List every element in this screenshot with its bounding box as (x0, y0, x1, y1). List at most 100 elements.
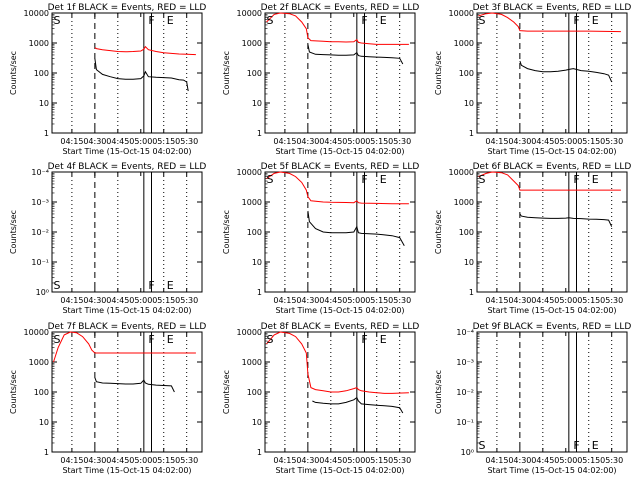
panel-7-x-tick-label: 04:45 (106, 456, 129, 465)
panel-7-marker-label-f: F (148, 333, 154, 346)
panel-5-y-tick-label: 1000 (242, 198, 262, 207)
panel-2-y-tick-label: 100 (247, 69, 262, 78)
panel-1-x-tick-label: 05:30 (175, 137, 198, 146)
panel-9-x-tick-label: 05:15 (577, 456, 600, 465)
panel-6-x-tick-label: 05:30 (600, 296, 623, 305)
panel-8-x-axis-label: Start Time (15-Oct-15 04:02:00) (275, 466, 404, 475)
panel-6-lld-series-line (478, 171, 621, 191)
panel-4-frame (51, 171, 203, 293)
panel-5-marker-label-f: F (361, 173, 367, 186)
panel-5-events-series-line (307, 210, 405, 246)
panel-6-marker-label-e: E (592, 173, 599, 186)
panel-2-y-tick-label: 10000 (237, 9, 262, 18)
panel-9-x-tick-label: 05:00 (554, 456, 577, 465)
panel-4-x-tick-label: 04:30 (83, 296, 106, 305)
panel-5-x-tick-label: 04:15 (273, 296, 296, 305)
panel-6-x-tick-label: 04:30 (508, 296, 531, 305)
panel-6-y-tick-label: 10000 (449, 168, 474, 177)
panel-9-frame (476, 331, 628, 453)
panel-9-y-axis-label: Counts/sec (434, 370, 443, 414)
panel-7-frame (51, 331, 203, 453)
panel-8-marker-label-e: E (380, 333, 387, 346)
panel-3-y-tick-label: 100 (459, 69, 474, 78)
panel-8-x-tick-label: 04:15 (273, 456, 296, 465)
panel-2-y-axis-label: Counts/sec (222, 51, 231, 95)
panel-1-marker-label-e: E (167, 14, 174, 27)
panel-7-x-axis-label: Start Time (15-Oct-15 04:02:00) (62, 466, 191, 475)
panel-3-marker-label-e: E (592, 14, 599, 27)
panel-8-y-tick-label: 1 (257, 448, 262, 457)
panel-8-marker-label-f: F (361, 333, 367, 346)
panel-1-lld-series-line (94, 45, 196, 56)
panel-1-x-axis-label: Start Time (15-Oct-15 04:02:00) (62, 147, 191, 156)
panel-1-x-tick-label: 04:15 (60, 137, 83, 146)
panel-7-marker-label-s: S (54, 333, 61, 346)
panel-3-x-axis-label: Start Time (15-Oct-15 04:02:00) (487, 147, 616, 156)
panel-5-y-tick-label: 10000 (237, 168, 262, 177)
panel-1-frame (51, 12, 203, 134)
panel-2-x-tick-label: 05:00 (342, 137, 365, 146)
panel-6-marker-label-s: S (479, 173, 486, 186)
panel-8-y-axis-label: Counts/sec (222, 370, 231, 414)
panel-3-x-tick-label: 04:30 (508, 137, 531, 146)
panel-9-y-tick-label: 10⁻⁴ (456, 328, 474, 337)
panel-7-y-tick-label: 10 (39, 418, 49, 427)
panel-2-y-tick-label: 1 (257, 129, 262, 138)
panel-1-y-tick-label: 1000 (29, 39, 49, 48)
panel-5-marker-label-e: E (380, 173, 387, 186)
panel-7-y-tick-label: 1000 (29, 358, 49, 367)
panel-3-title: Det 3f BLACK = Events, RED = LLD (473, 3, 632, 13)
panel-4-x-tick-label: 04:15 (60, 296, 83, 305)
panel-6-x-tick-label: 05:00 (554, 296, 577, 305)
panel-4-marker-label-s: S (54, 279, 61, 292)
panel-1-y-tick-label: 100 (34, 69, 49, 78)
panel-9-marker-label-e: E (592, 439, 599, 452)
panel-3-x-tick-label: 04:45 (531, 137, 554, 146)
panel-8-y-tick-label: 1000 (242, 358, 262, 367)
panel-1-events-series-line (94, 58, 189, 92)
panel-8-y-tick-label: 10 (252, 418, 262, 427)
panel-9-x-tick-label: 04:15 (485, 456, 508, 465)
panel-3-x-tick-label: 05:30 (600, 137, 623, 146)
panel-9-x-tick-label: 05:30 (600, 456, 623, 465)
panel-2-x-tick-label: 04:45 (319, 137, 342, 146)
panel-8-title: Det 8f BLACK = Events, RED = LLD (261, 322, 420, 332)
panel-9-x-tick-label: 04:30 (508, 456, 531, 465)
panel-4-title: Det 4f BLACK = Events, RED = LLD (48, 162, 207, 172)
panel-6-x-tick-label: 04:15 (485, 296, 508, 305)
panel-7-x-tick-label: 05:00 (129, 456, 152, 465)
panel-5-x-tick-label: 05:30 (388, 296, 411, 305)
panel-4-y-tick-label: 10⁻³ (31, 198, 49, 207)
panel-1-marker-label-f: F (148, 14, 154, 27)
panel-7-title: Det 7f BLACK = Events, RED = LLD (48, 322, 207, 332)
panel-4-y-axis-label: Counts/sec (9, 210, 18, 254)
panel-3-y-tick-label: 1000 (454, 39, 474, 48)
panel-2-title: Det 2f BLACK = Events, RED = LLD (261, 3, 420, 13)
panel-9-marker-label-s: S (479, 439, 486, 452)
panel-5-y-axis-label: Counts/sec (222, 210, 231, 254)
panel-4-y-tick-label: 10⁻⁴ (31, 168, 49, 177)
panel-5-title: Det 5f BLACK = Events, RED = LLD (261, 162, 420, 172)
panel-1-x-tick-label: 05:15 (152, 137, 175, 146)
panel-8-lld-series-line (266, 331, 409, 394)
panel-9-y-tick-label: 10⁻³ (456, 358, 474, 367)
panel-4-x-tick-label: 05:30 (175, 296, 198, 305)
panel-9-marker-label-f: F (573, 439, 579, 452)
panel-5-frame (264, 171, 416, 293)
panel-3-x-tick-label: 05:15 (577, 137, 600, 146)
panel-5-x-axis-label: Start Time (15-Oct-15 04:02:00) (275, 306, 404, 315)
panel-6-y-tick-label: 1000 (454, 198, 474, 207)
panel-9-x-tick-label: 04:45 (531, 456, 554, 465)
panel-8-y-tick-label: 100 (247, 388, 262, 397)
panel-2-frame (264, 12, 416, 134)
panel-6-x-tick-label: 04:45 (531, 296, 554, 305)
panel-2-y-tick-label: 1000 (242, 39, 262, 48)
panel-1-marker-label-s: S (54, 14, 61, 27)
panel-3-y-tick-label: 10 (464, 99, 474, 108)
panel-4-x-tick-label: 05:15 (152, 296, 175, 305)
panel-5-x-tick-label: 04:30 (296, 296, 319, 305)
panel-6-events-series-line (519, 213, 613, 227)
panel-3-y-tick-label: 1 (469, 129, 474, 138)
panel-8-marker-label-s: S (267, 333, 274, 346)
